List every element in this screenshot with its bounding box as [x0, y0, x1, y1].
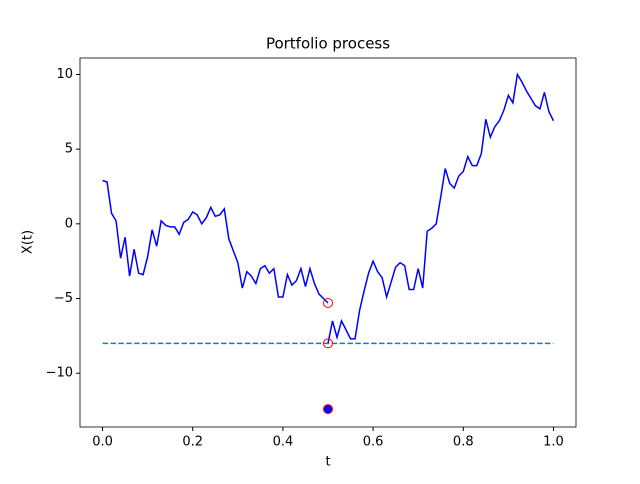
y-tick-label: −10 — [46, 366, 73, 381]
y-tick-label: −5 — [54, 291, 73, 306]
marker — [323, 404, 333, 415]
x-tick-label: 0.2 — [182, 435, 203, 450]
chart-title: Portfolio process — [266, 35, 390, 53]
y-tick-label: 10 — [56, 67, 73, 82]
y-tick-label: 0 — [65, 216, 73, 231]
process-line — [102, 179, 329, 304]
x-tick-label: 0.0 — [92, 435, 113, 450]
x-tick-label: 0.4 — [273, 435, 294, 450]
marker — [323, 298, 333, 309]
axes-frame — [79, 57, 577, 428]
x-tick-label: 1.0 — [543, 435, 564, 450]
x-tick-label: 0.8 — [453, 435, 474, 450]
y-axis-label: X(t) — [21, 230, 36, 254]
x-axis-label: t — [325, 455, 330, 470]
process-line — [327, 72, 555, 344]
marker — [323, 338, 333, 349]
x-tick-label: 0.6 — [363, 435, 384, 450]
y-tick-label: 5 — [65, 142, 73, 157]
